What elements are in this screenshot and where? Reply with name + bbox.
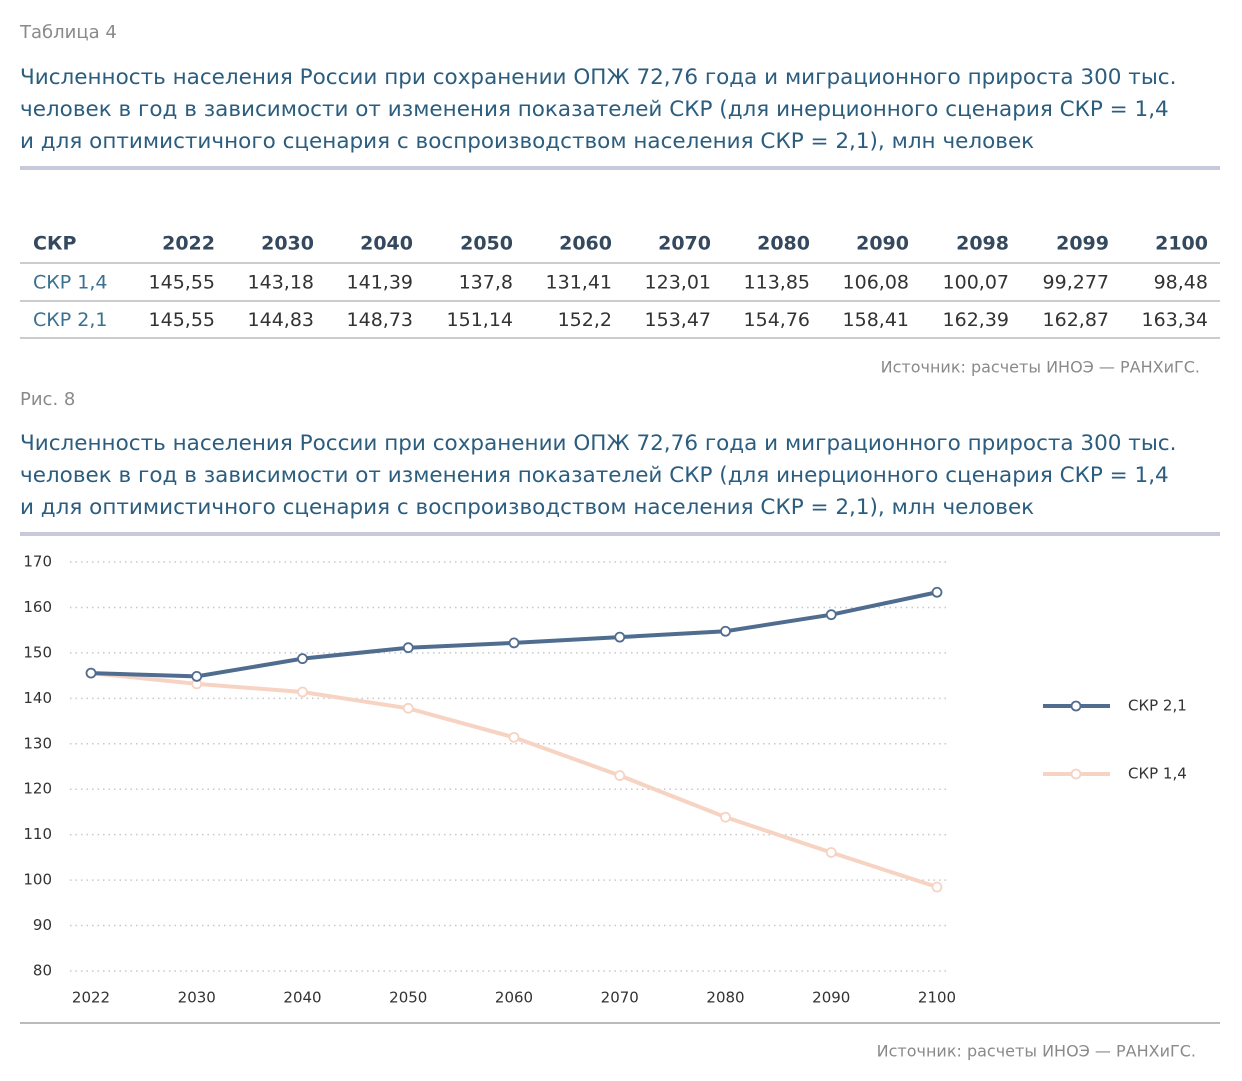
x-tick-label: 2022 [72,989,110,1007]
table-cell: 137,8 [459,272,513,294]
table-cell: 131,41 [546,272,612,294]
point [931,881,943,893]
x-tick-label: 2040 [283,989,321,1007]
x-tick-label: 2030 [178,989,216,1007]
table-cell: 106,08 [843,272,909,294]
table-header: 2050 [460,233,513,255]
y-tick-label: 90 [33,916,52,934]
table-cell: 154,76 [744,309,810,331]
x-tick-label: 2090 [812,989,850,1007]
point [720,811,731,823]
x-tick-label: 2080 [706,989,744,1007]
table-title: и для оптимистичного сценария с воспроиз… [20,129,1034,154]
x-tick-label: 2070 [601,989,639,1007]
table-header: 2080 [757,233,810,255]
legend-marker [1070,768,1082,780]
table-cell: 145,55 [149,309,215,331]
table-cell: 145,55 [149,272,215,294]
table-cell: 162,87 [1043,309,1109,331]
series-line [90,671,938,889]
x-tick-label: 2060 [495,989,533,1007]
table-cell: 100,07 [943,272,1009,294]
table-label: Таблица 4 [19,22,117,43]
point [508,731,520,743]
table-source: Источник: расчеты ИНОЭ — РАНХиГС. [881,358,1200,377]
table-cell: 151,14 [447,309,513,331]
table-header: 2098 [956,233,1009,255]
table-cell: 144,83 [248,309,314,331]
figure-title: Численность населения России при сохране… [20,431,1176,456]
table-cell: 98,48 [1154,272,1208,294]
y-tick-label: 170 [23,553,52,571]
table-title: Численность населения России при сохране… [20,65,1176,90]
series-line [90,590,938,679]
x-tick-label: 2100 [918,989,956,1007]
point [402,702,414,714]
point [402,642,414,654]
rule [20,532,1220,536]
table-cell: 158,41 [843,309,909,331]
rule [20,166,1220,170]
y-tick-label: 80 [33,962,52,980]
row-header: СКР 1,4 [33,272,107,294]
table-cell: 99,277 [1043,272,1109,294]
row-header: СКР 2,1 [33,309,107,331]
y-tick-label: 160 [23,598,52,616]
y-tick-label: 110 [23,825,52,843]
table-cell: 148,73 [347,309,413,331]
y-tick-label: 120 [23,780,52,798]
point [85,667,97,679]
figure-source: Источник: расчеты ИНОЭ — РАНХиГС. [877,1042,1196,1061]
point [614,770,626,781]
legend-marker [1070,700,1082,712]
table-header: 2060 [559,233,612,255]
table-cell: 163,34 [1142,309,1208,331]
table-cell: 123,01 [645,272,711,294]
table-cell: 113,85 [744,272,810,294]
table-header: 2090 [856,233,909,255]
point [614,631,626,643]
table-header: 2040 [360,233,413,255]
figure-title: человек в год в зависимости от изменения… [20,463,1169,488]
table-cell: 141,39 [347,272,413,294]
point [825,609,837,621]
table-header: 2100 [1155,233,1208,255]
table-title: человек в год в зависимости от изменения… [20,97,1169,122]
point [931,586,943,598]
point [508,637,520,649]
y-tick-label: 130 [23,734,52,752]
point [297,686,308,698]
point [191,670,203,682]
table-cell: 162,39 [943,309,1009,331]
table-cell: 152,2 [558,309,612,331]
table-cell: 153,47 [645,309,711,331]
table-header: 2070 [658,233,711,255]
figure-title: и для оптимистичного сценария с воспроиз… [20,495,1034,520]
y-tick-label: 100 [23,871,52,889]
figure-label: Рис. 8 [20,389,75,410]
legend-label: СКР 2,1 [1128,697,1187,715]
point [825,847,837,858]
table-header: 2030 [261,233,314,255]
point [297,653,308,665]
table-header: 2099 [1056,233,1109,255]
legend-label: СКР 1,4 [1128,765,1187,783]
y-tick-label: 150 [23,643,52,661]
table-header: СКР [33,233,76,255]
y-tick-label: 140 [23,689,52,707]
x-tick-label: 2050 [389,989,427,1007]
table-cell: 143,18 [248,272,314,294]
point [720,625,731,637]
table-header: 2022 [162,233,215,255]
